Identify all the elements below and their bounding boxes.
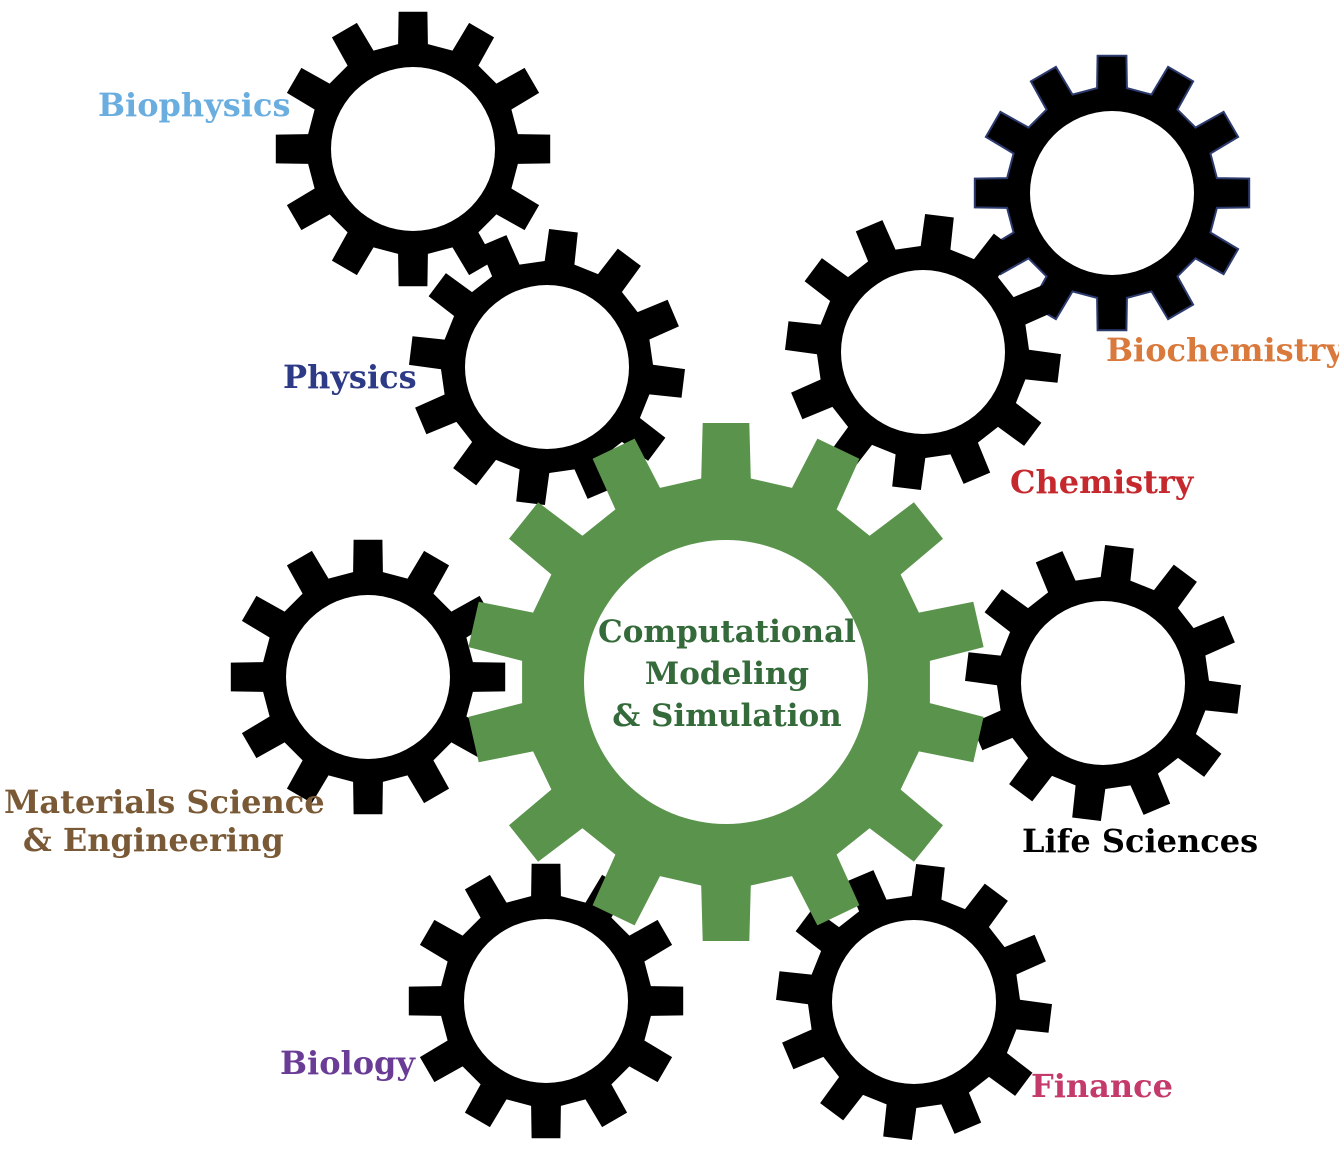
label-finance: Finance [1031, 1067, 1173, 1105]
label-chemistry: Chemistry [1010, 463, 1194, 501]
gear-physics [409, 229, 685, 505]
gear-biochemistry [973, 54, 1251, 332]
gear-life-sciences [965, 545, 1241, 821]
gear-finance [776, 864, 1052, 1140]
label-biology: Biology [280, 1044, 416, 1082]
label-life-sciences: Life Sciences [1022, 822, 1259, 860]
center-label-line-1: Computational [598, 614, 856, 650]
label-biophysics: Biophysics [98, 86, 291, 124]
gear-materials-science-engineering [230, 539, 506, 815]
label-physics: Physics [283, 358, 417, 396]
label-materials-science-engineering: Materials Science & Engineering [4, 783, 325, 860]
center-label: Computational Modeling & Simulation [582, 612, 872, 738]
gear-biology [408, 863, 684, 1139]
gear-biophysics [275, 11, 551, 287]
label-biochemistry: Biochemistry [1106, 331, 1339, 369]
center-label-line-2: Modeling [644, 655, 810, 692]
gear-chemistry [785, 214, 1061, 490]
center-label-line-3: & Simulation [612, 697, 842, 734]
gear-central [468, 423, 984, 941]
